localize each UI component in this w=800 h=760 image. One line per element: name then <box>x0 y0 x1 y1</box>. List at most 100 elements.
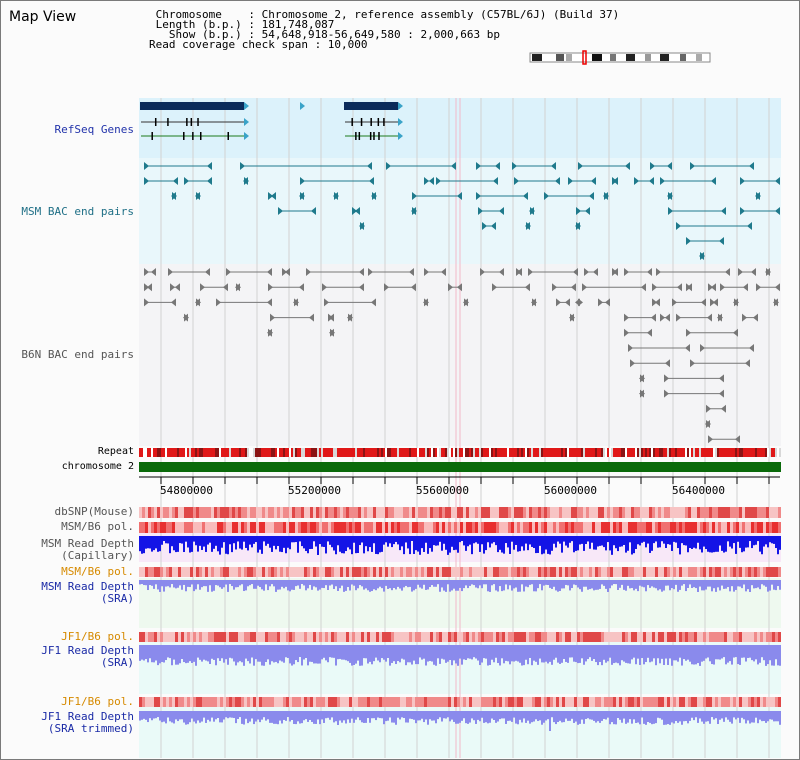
repeat-segment <box>407 448 409 457</box>
bac-end-marker <box>243 177 248 185</box>
read-depth-bar <box>183 711 185 723</box>
read-depth-bar <box>147 580 149 591</box>
polymorphism-bin <box>514 522 517 533</box>
read-depth-bar <box>355 645 357 664</box>
read-depth-bar <box>175 645 177 665</box>
bac-end-marker <box>552 283 557 292</box>
read-depth-bar <box>377 536 379 555</box>
read-depth-bar <box>599 536 601 546</box>
repeat-segment <box>471 448 473 457</box>
polymorphism-bin <box>505 522 508 533</box>
polymorphism-bin <box>445 697 448 707</box>
polymorphism-bin <box>193 567 196 577</box>
polymorphism-bin <box>670 522 673 533</box>
polymorphism-bin <box>241 567 244 577</box>
track-label-msm-b6-pol-sra[interactable]: MSM/B6 pol. <box>61 565 134 578</box>
polymorphism-bin <box>415 567 418 577</box>
polymorphism-bin <box>613 522 616 533</box>
read-depth-bar <box>179 580 181 586</box>
track-label-msm-depth-sra[interactable]: MSM Read Depth (SRA) <box>41 581 134 605</box>
polymorphism-bin <box>568 522 571 533</box>
track-label-dbsnp[interactable]: dbSNP(Mouse) <box>54 505 134 518</box>
polymorphism-bin <box>517 522 520 533</box>
read-depth-bar <box>633 536 635 554</box>
track-label-jf1-depth-trimmed[interactable]: JF1 Read Depth (SRA trimmed) <box>41 711 134 735</box>
read-depth-bar <box>239 536 241 549</box>
read-depth-bar <box>585 711 587 720</box>
bac-end-marker <box>368 268 373 276</box>
repeat-segment <box>201 448 203 457</box>
polymorphism-bin <box>664 697 667 707</box>
polymorphism-bin <box>226 567 229 577</box>
read-depth-bar <box>433 580 435 587</box>
polymorphism-bin <box>271 507 274 518</box>
polymorphism-bin <box>733 697 736 707</box>
read-depth-bar <box>223 580 225 588</box>
track-label-msm-b6-pol[interactable]: MSM/B6 pol. <box>61 520 134 533</box>
track-label-jf1-b6-pol[interactable]: JF1/B6 pol. <box>61 630 134 643</box>
read-depth-bar <box>595 536 597 550</box>
exon-mark <box>378 132 380 140</box>
read-depth-bar <box>499 645 501 666</box>
polymorphism-bin <box>547 507 550 518</box>
polymorphism-bin <box>544 522 547 533</box>
track-label-jf1-b6-pol-trimmed[interactable]: JF1/B6 pol. <box>61 695 134 708</box>
track-label-msm-depth-capillary[interactable]: MSM Read Depth (Capillary) <box>41 538 134 562</box>
polymorphism-bin <box>352 522 355 533</box>
read-depth-bar <box>333 536 335 551</box>
read-depth-bar <box>623 645 625 662</box>
polymorphism-bin <box>619 507 622 518</box>
read-depth-bar <box>659 536 661 548</box>
read-depth-bar <box>439 580 441 592</box>
repeat-segment <box>715 448 717 457</box>
read-depth-bar <box>419 645 421 658</box>
read-depth-bar <box>517 536 519 552</box>
read-depth-bar <box>737 711 739 718</box>
polymorphism-bin <box>691 567 694 577</box>
polymorphism-bin <box>499 632 502 642</box>
read-depth-bar <box>639 536 641 546</box>
read-depth-bar <box>159 711 161 721</box>
polymorphism-bin <box>466 522 469 533</box>
repeat-segment <box>477 448 479 457</box>
polymorphism-bin <box>265 697 268 707</box>
read-depth-bar <box>625 580 627 591</box>
read-depth-bar <box>543 536 545 554</box>
repeat-segment <box>517 448 519 457</box>
polymorphism-bin <box>490 697 493 707</box>
polymorphism-bin <box>238 522 241 533</box>
repeat-segment <box>317 448 319 457</box>
repeat-segment <box>375 448 377 457</box>
read-depth-bar <box>381 711 383 719</box>
polymorphism-bin <box>235 567 238 577</box>
track-label-msm-bac[interactable]: MSM BAC end pairs <box>21 205 134 218</box>
polymorphism-bin <box>562 567 565 577</box>
read-depth-bar <box>321 580 323 588</box>
read-depth-bar <box>555 711 557 725</box>
read-depth-bar <box>247 536 249 551</box>
read-depth-bar <box>423 645 425 659</box>
polymorphism-bin <box>592 567 595 577</box>
track-label-jf1-depth-sra[interactable]: JF1 Read Depth (SRA) <box>41 645 134 669</box>
read-depth-bar <box>723 711 725 722</box>
polymorphism-bin <box>694 507 697 518</box>
read-depth-bar <box>437 645 439 659</box>
read-depth-bar <box>149 711 151 719</box>
repeat-segment <box>583 448 585 457</box>
polymorphism-bin <box>562 507 565 518</box>
polymorphism-bin <box>694 632 697 642</box>
polymorphism-bin <box>658 697 661 707</box>
bac-end-marker <box>306 268 311 276</box>
repeat-segment <box>719 448 721 457</box>
polymorphism-bin <box>256 522 259 533</box>
read-depth-bar <box>771 711 773 720</box>
read-depth-bar <box>549 580 551 588</box>
track-label-b6n-bac[interactable]: B6N BAC end pairs <box>21 348 134 361</box>
repeat-segment <box>667 448 669 457</box>
polymorphism-bin <box>619 522 622 533</box>
read-depth-bar <box>381 580 383 589</box>
polymorphism-bin <box>376 697 379 707</box>
bac-end-marker <box>411 207 416 215</box>
polymorphism-bin <box>370 567 373 577</box>
track-label-refseq[interactable]: RefSeq Genes <box>54 123 134 136</box>
